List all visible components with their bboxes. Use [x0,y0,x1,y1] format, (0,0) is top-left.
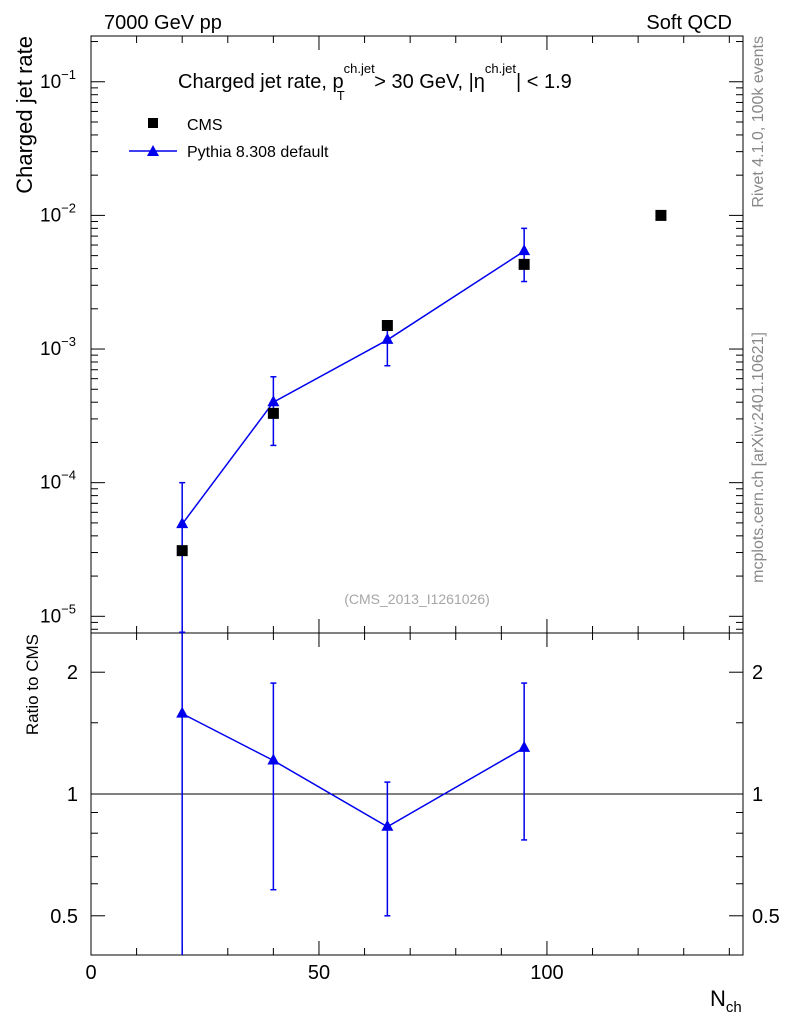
pythia-point [176,517,189,529]
x-tick-label: 0 [85,962,96,984]
axes-group: 10−5 10−4 10−3 10−2 10−1 0 50 100 0.5 0.5 1 1 2 2 [40,36,780,984]
pythia-point [381,332,394,344]
legend-cms-marker [148,118,158,128]
cms-point [176,545,188,557]
cms-point [267,407,279,419]
ratio-y-tick-label: 1 [67,784,78,806]
y-tick-label: 10−2 [40,200,76,226]
legend-pythia-marker [147,145,159,156]
legend: CMS Pythia 8.308 default [129,117,329,161]
data-layer [91,209,743,955]
rivet-label: Rivet 4.1.0, 100k events [750,36,767,208]
pythia-line [181,250,525,525]
cms-point [655,209,667,221]
cms-point [518,258,530,270]
ratio-y-tick-label-right: 1 [752,784,763,806]
ratio-y-axis-label: Ratio to CMS [23,634,42,735]
ratio-pythia-point [176,706,189,718]
y-tick-exponent: −4 [61,468,76,483]
ratio-y-tick-label-right: 2 [752,662,763,684]
legend-pythia-label: Pythia 8.308 default [187,144,329,161]
pythia-point [267,395,280,407]
y-tick-exponent: −1 [61,67,76,82]
analysis-id: (CMS_2013_I1261026) [344,591,490,607]
y-tick-label: 10−5 [40,601,76,627]
ratio-y-tick-label: 2 [67,662,78,684]
y-tick-label: 10−3 [40,334,76,360]
pythia-point [518,244,531,256]
ratio-y-tick-label-right: 0.5 [752,906,780,928]
ratio-pythia-point [267,753,280,765]
mcplots-label: mcplots.cern.ch [arXiv:2401.10621] [750,332,767,583]
x-tick-label: 100 [530,962,563,984]
ratio-pythia-line [181,712,525,828]
cms-point [381,319,393,331]
x-axis-label: Nch [710,986,742,1016]
y-tick-exponent: −2 [61,200,76,215]
plot-title: Charged jet rate, pch.jet T > 30 GeV, |ηc… [178,61,572,103]
header-left: 7000 GeV pp [104,12,222,34]
main-y-axis-label: Charged jet rate [12,36,37,194]
ratio-pythia-point [518,740,531,752]
ratio-y-tick-label: 0.5 [50,906,78,928]
y-tick-label: 10−4 [40,468,76,494]
y-tick-exponent: −5 [61,601,76,616]
legend-cms-label: CMS [187,117,223,134]
ratio-pythia-point [381,819,394,831]
y-tick-exponent: −3 [61,334,76,349]
y-tick-label: 10−1 [40,67,76,93]
header-right: Soft QCD [646,12,732,34]
x-tick-label: 50 [308,962,330,984]
